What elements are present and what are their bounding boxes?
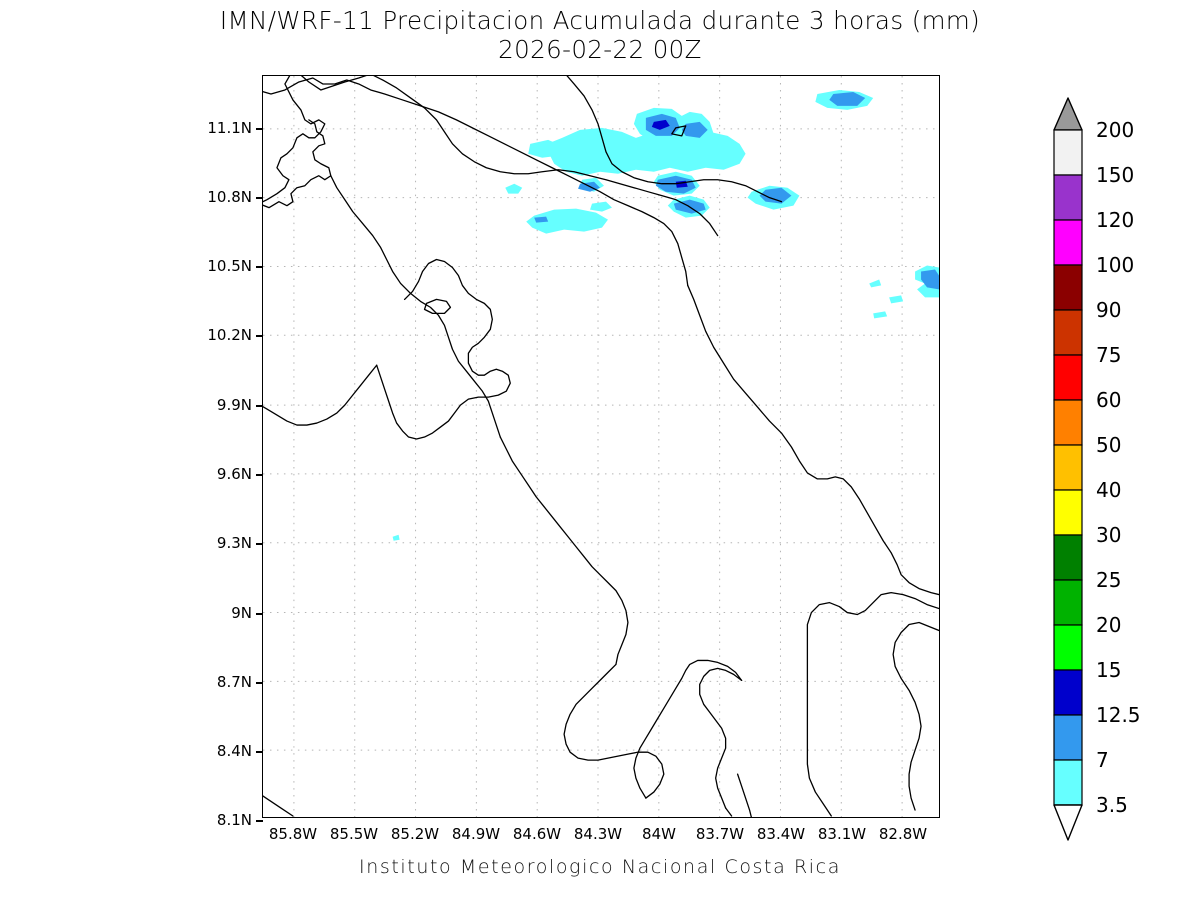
y-tick-label-9_3N: 9.3N	[216, 534, 252, 552]
x-tick-label-85_8W: 85.8W	[268, 825, 318, 843]
chart-title-datetime: 2026-02-22 00Z	[498, 35, 702, 64]
colorbar-label-75: 75	[1096, 343, 1122, 367]
x-tick-label-85_2W: 85.2W	[390, 825, 440, 843]
colorbar-label-30: 30	[1096, 523, 1122, 547]
coastline-layer	[263, 76, 939, 817]
chart-title-block: IMN/WRF-11 Precipitacion Acumulada duran…	[0, 6, 1200, 64]
y-tick-label-8_1N: 8.1N	[216, 811, 252, 829]
y-tick-mark	[256, 197, 263, 199]
colorbar-label-100: 100	[1096, 253, 1135, 277]
x-tick-label-84_9W: 84.9W	[451, 825, 501, 843]
colorbar-label-12_5: 12.5	[1096, 703, 1141, 727]
colorbar-label-150: 150	[1096, 163, 1135, 187]
y-tick-mark	[256, 474, 263, 476]
map-plot-area	[262, 75, 940, 818]
x-tick-label-83_1W: 83.1W	[817, 825, 867, 843]
x-tick-label-84_3W: 84.3W	[573, 825, 623, 843]
x-tick-label-82_8W: 82.8W	[878, 825, 928, 843]
y-tick-mark	[256, 128, 263, 130]
precip-layer-3_5-7mm	[392, 89, 939, 541]
y-tick-mark	[256, 405, 263, 407]
y-tick-label-9N: 9N	[231, 604, 252, 622]
y-tick-mark	[256, 266, 263, 268]
y-tick-label-8_4N: 8.4N	[216, 742, 252, 760]
colorbar-swatches	[1053, 97, 1083, 841]
x-tick-label-83_7W: 83.7W	[695, 825, 745, 843]
y-tick-label-10_5N: 10.5N	[207, 257, 252, 275]
colorbar-label-40: 40	[1096, 478, 1122, 502]
y-tick-label-9_6N: 9.6N	[216, 465, 252, 483]
x-tick-label-84_6W: 84.6W	[512, 825, 562, 843]
y-tick-mark	[256, 820, 263, 822]
colorbar-label-200: 200	[1096, 118, 1135, 142]
colorbar: 200 150 120 100 90 75 60 50 40 30 25 20 …	[1049, 96, 1199, 841]
x-tick-label-83_4W: 83.4W	[756, 825, 806, 843]
y-tick-label-11_1N: 11.1N	[207, 119, 252, 137]
x-tick-label-84W: 84W	[642, 825, 676, 843]
y-tick-mark	[256, 751, 263, 753]
colorbar-label-120: 120	[1096, 208, 1135, 232]
y-tick-label-9_9N: 9.9N	[216, 396, 252, 414]
colorbar-label-90: 90	[1096, 298, 1122, 322]
colorbar-label-7: 7	[1096, 748, 1109, 772]
y-tick-mark	[256, 682, 263, 684]
colorbar-label-50: 50	[1096, 433, 1122, 457]
x-tick-label-85_5W: 85.5W	[329, 825, 379, 843]
y-tick-mark	[256, 543, 263, 545]
y-tick-label-10_8N: 10.8N	[207, 188, 252, 206]
colorbar-label-25: 25	[1096, 568, 1122, 592]
y-tick-mark	[256, 335, 263, 337]
colorbar-label-3_5: 3.5	[1096, 793, 1128, 817]
y-tick-label-8_7N: 8.7N	[216, 673, 252, 691]
map-canvas	[263, 76, 939, 817]
colorbar-label-20: 20	[1096, 613, 1122, 637]
colorbar-label-15: 15	[1096, 658, 1122, 682]
gridlines	[263, 76, 939, 817]
y-tick-label-10_2N: 10.2N	[207, 326, 252, 344]
colorbar-label-60: 60	[1096, 388, 1122, 412]
footer-attribution: Instituto Meteorologico Nacional Costa R…	[359, 856, 841, 878]
y-tick-mark	[256, 613, 263, 615]
chart-title-primary: IMN/WRF-11 Precipitacion Acumulada duran…	[219, 6, 981, 35]
colorbar-under-arrow	[1053, 804, 1083, 841]
